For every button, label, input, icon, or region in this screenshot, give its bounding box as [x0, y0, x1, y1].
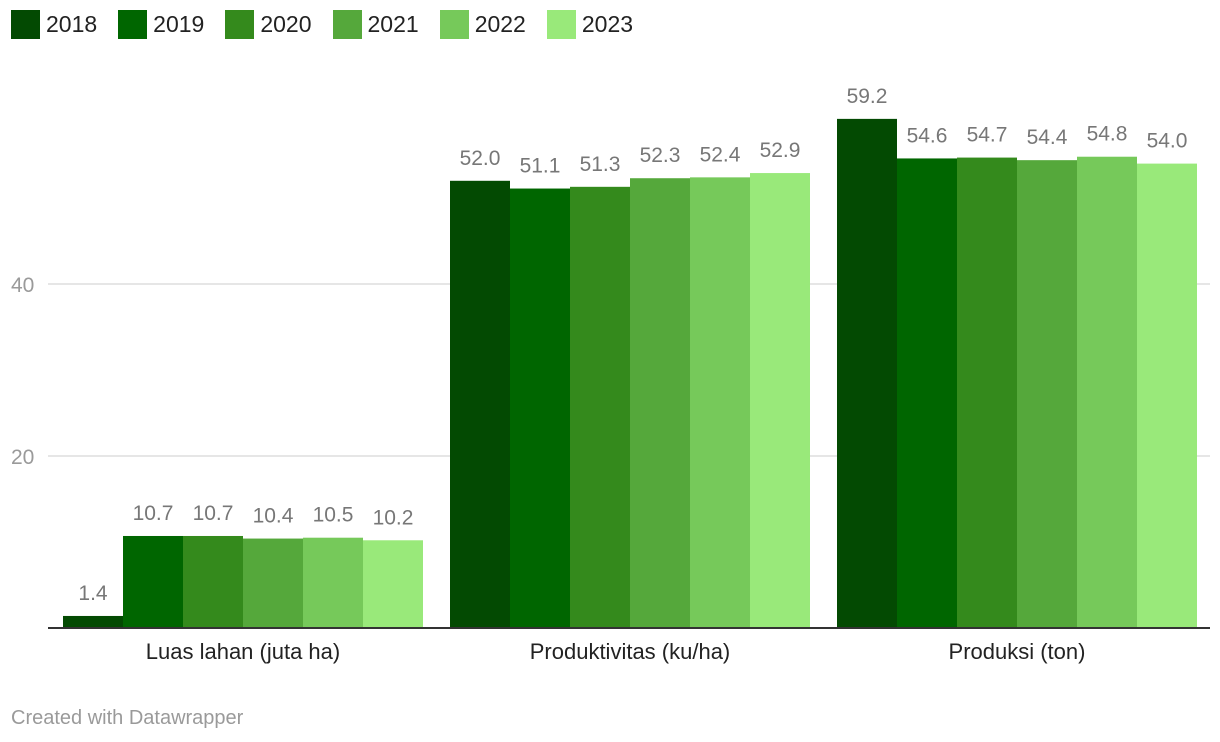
bar-2022-2	[690, 177, 750, 629]
bar-2023-1	[363, 540, 423, 628]
bar-2022-1	[303, 537, 363, 628]
bar-2019-2	[510, 188, 570, 629]
bar-2021-1	[243, 538, 303, 628]
legend-item-2020: 2020	[225, 10, 312, 39]
value-label: 59.2	[847, 85, 888, 108]
legend-swatch	[118, 10, 148, 39]
bar-2023-3	[1137, 163, 1197, 628]
value-label: 1.4	[78, 582, 108, 605]
legend-label: 2022	[474, 11, 526, 37]
legend-item-2019: 2019	[118, 10, 204, 39]
legend-item-2018: 2018	[11, 10, 97, 39]
value-label: 51.3	[580, 153, 621, 176]
bar-2019-1	[123, 535, 183, 628]
legend-label: 2020	[260, 11, 312, 37]
legend-label: 2021	[367, 11, 419, 37]
legend-item-2021: 2021	[332, 10, 419, 39]
value-label: 10.7	[133, 502, 174, 525]
legend-item-2022: 2022	[439, 10, 526, 39]
value-label: 52.9	[760, 139, 801, 162]
legend-label: 2018	[46, 11, 98, 37]
value-label: 54.6	[907, 124, 948, 147]
value-label: 54.4	[1027, 126, 1068, 149]
legend-swatch	[225, 10, 255, 39]
value-label: 54.8	[1087, 123, 1128, 146]
x-tick-label: Luas lahan (juta ha)	[146, 639, 340, 664]
legend-label: 2019	[153, 11, 205, 37]
bar-2021-3	[1017, 160, 1077, 628]
value-label: 52.3	[640, 144, 681, 167]
bar-2020-2	[570, 186, 630, 628]
bar-2018-2	[450, 180, 510, 629]
y-tick-label: 40	[11, 274, 34, 297]
bar-2023-2	[750, 173, 810, 628]
bar-2020-1	[183, 535, 243, 628]
value-label: 52.0	[460, 147, 501, 170]
y-tick-label: 20	[11, 446, 34, 469]
value-label: 54.0	[1147, 130, 1188, 153]
legend: 2018 2019 2020 2021 2022 2023	[11, 10, 654, 39]
legend-swatch	[546, 10, 576, 39]
value-label: 54.7	[967, 124, 1008, 147]
legend-swatch	[439, 10, 469, 39]
x-tick-label: Produksi (ton)	[949, 639, 1086, 664]
bar-2021-2	[630, 178, 690, 628]
value-label: 51.1	[520, 155, 561, 178]
bar-2022-3	[1077, 156, 1137, 628]
value-label: 10.5	[313, 504, 354, 527]
bar-2018-1	[63, 615, 123, 628]
legend-item-2023: 2023	[546, 10, 634, 39]
value-label: 10.7	[193, 502, 234, 525]
legend-swatch	[11, 10, 40, 39]
bar-2019-3	[897, 158, 957, 628]
legend-swatch	[332, 10, 362, 39]
value-label: 52.4	[700, 143, 741, 166]
legend-label: 2023	[581, 11, 634, 37]
bar-2018-3	[837, 118, 897, 628]
value-label: 10.2	[373, 506, 414, 529]
value-label: 10.4	[253, 505, 294, 528]
x-tick-label: Produktivitas (ku/ha)	[530, 639, 731, 664]
bar-2020-3	[957, 157, 1017, 628]
datawrapper-credit: Created with Datawrapper	[11, 707, 244, 729]
